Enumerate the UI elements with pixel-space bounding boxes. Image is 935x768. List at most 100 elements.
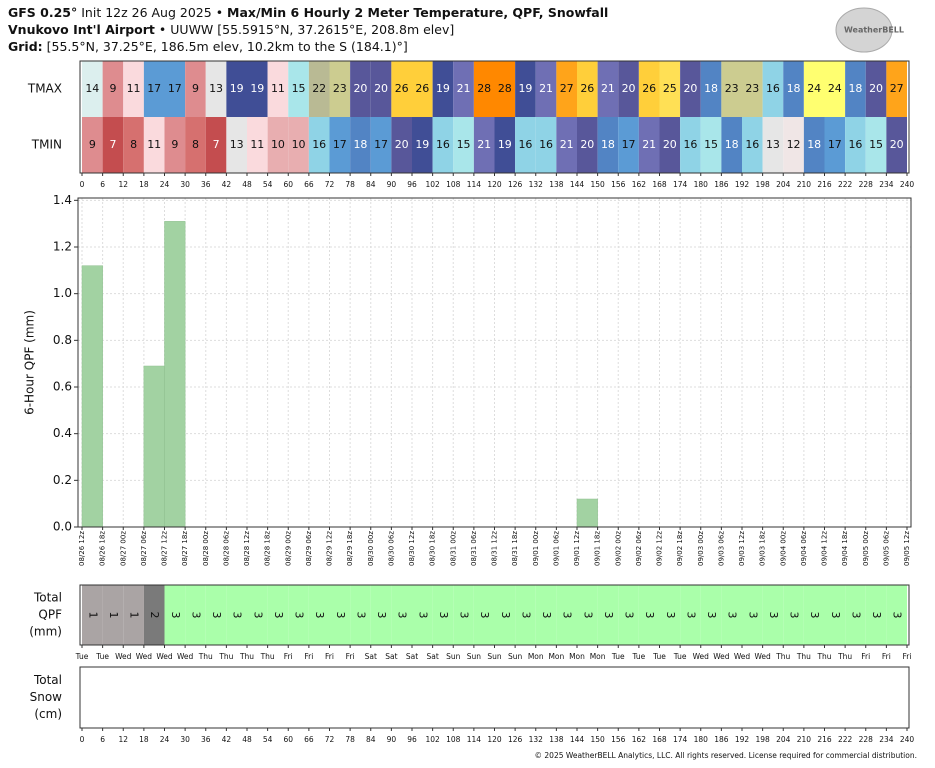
temp-cell [783, 61, 804, 117]
temp-cell [803, 61, 825, 117]
x-tick-label: 78 [345, 735, 355, 744]
total-label: 3 [169, 612, 182, 619]
temp-label: 18 [848, 82, 862, 95]
x-tick-label: 09/01 18z [594, 531, 602, 566]
x-tick-label: Tue [652, 652, 666, 661]
temp-cell [618, 117, 639, 173]
temp-label: 19 [436, 82, 450, 95]
x-tick-label: 120 [487, 180, 502, 189]
x-tick-label: Wed [754, 652, 771, 661]
temp-cell [143, 61, 165, 117]
temp-label: 16 [539, 138, 553, 151]
total-label: 3 [313, 612, 326, 619]
temp-label: 21 [539, 82, 553, 95]
temp-label: 25 [663, 82, 677, 95]
temp-label: 11 [250, 138, 264, 151]
x-tick-label: 108 [446, 735, 461, 744]
total-cell [494, 585, 516, 645]
grid-info: [55.5°N, 37.25°E, 186.5m elev, 10.2km to… [47, 39, 408, 54]
temp-label: 19 [250, 82, 264, 95]
x-tick-label: 48 [242, 180, 252, 189]
x-tick-label: 96 [407, 180, 417, 189]
bar [81, 265, 103, 528]
temp-cell [288, 61, 309, 117]
x-tick-label: Tue [673, 652, 687, 661]
temp-cell [721, 117, 742, 173]
temp-label: 13 [230, 138, 244, 151]
temp-label: 17 [828, 138, 842, 151]
temp-cell [370, 117, 392, 173]
x-tick-label: 09/03 00z [697, 531, 705, 566]
temp-label: 20 [890, 138, 904, 151]
total-cell [123, 585, 144, 645]
total-cell [659, 585, 681, 645]
x-tick-label: Mon [569, 652, 585, 661]
temp-label: 18 [353, 138, 367, 151]
x-tick-label: Fri [304, 652, 313, 661]
x-tick-label: 6 [100, 735, 105, 744]
total-label: 3 [334, 612, 347, 619]
temp-label: 7 [213, 138, 220, 151]
x-tick-label: 18 [139, 180, 149, 189]
x-tick-label: 156 [611, 180, 626, 189]
x-tick-label: 24 [160, 180, 170, 189]
x-tick-label: Thu [775, 652, 790, 661]
total-label: 3 [849, 612, 862, 619]
row-label: (mm) [29, 625, 62, 639]
x-tick-label: Thu [837, 652, 852, 661]
x-tick-label: Mon [590, 652, 606, 661]
temp-label: 17 [168, 82, 182, 95]
temp-label: 9 [89, 138, 96, 151]
x-tick-label: Fri [284, 652, 293, 661]
temp-cell [123, 117, 144, 173]
total-cell [226, 585, 247, 645]
temp-cell [535, 117, 557, 173]
temp-cell [288, 117, 309, 173]
x-tick-label: 09/05 12z [903, 531, 911, 566]
x-tick-label: 150 [590, 180, 605, 189]
x-tick-label: 84 [366, 180, 376, 189]
x-tick-label: 09/04 00z [779, 531, 787, 566]
temp-label: 16 [745, 138, 759, 151]
x-tick-label: 228 [859, 735, 874, 744]
total-label: 3 [293, 612, 306, 619]
x-tick-label: Thu [218, 652, 233, 661]
total-cell [82, 585, 103, 645]
temp-cell [845, 117, 866, 173]
total-label: 3 [499, 612, 512, 619]
x-tick-label: 08/26 18z [99, 531, 107, 566]
temp-label: 16 [518, 138, 532, 151]
x-tick-label: 08/27 00z [119, 531, 127, 566]
temp-label: 8 [192, 138, 199, 151]
temp-label: 9 [109, 82, 116, 95]
temp-cell [556, 117, 577, 173]
total-label: 3 [726, 612, 739, 619]
temp-label: 9 [171, 138, 178, 151]
temp-cell [680, 117, 701, 173]
temp-cell [886, 117, 907, 173]
temp-cell [102, 117, 124, 173]
x-tick-label: 09/02 12z [656, 531, 664, 566]
x-tick-label: 09/01 00z [532, 531, 540, 566]
temp-label: 18 [725, 138, 739, 151]
y-tick-label: 1.0 [53, 286, 72, 300]
title-line: GFS 0.25° Init 12z 26 Aug 2025 • Max/Min… [8, 5, 608, 20]
temp-cell [453, 117, 474, 173]
temp-cell [205, 117, 227, 173]
x-tick-label: 08/28 00z [202, 531, 210, 566]
temp-cell [556, 61, 577, 117]
total-cell [824, 585, 846, 645]
x-tick-label: 36 [201, 180, 211, 189]
total-cell [783, 585, 804, 645]
temp-label: 16 [848, 138, 862, 151]
total-label: 3 [375, 612, 388, 619]
x-tick-label: 72 [325, 735, 335, 744]
x-tick-label: 09/01 12z [573, 531, 581, 566]
temp-cell [350, 61, 371, 117]
x-tick-label: 60 [283, 735, 293, 744]
row-label: TMIN [31, 138, 62, 152]
total-label: 3 [684, 612, 697, 619]
x-tick-label: 08/26 12z [78, 531, 86, 566]
x-tick-label: 48 [242, 735, 252, 744]
temp-label: 11 [127, 82, 141, 95]
